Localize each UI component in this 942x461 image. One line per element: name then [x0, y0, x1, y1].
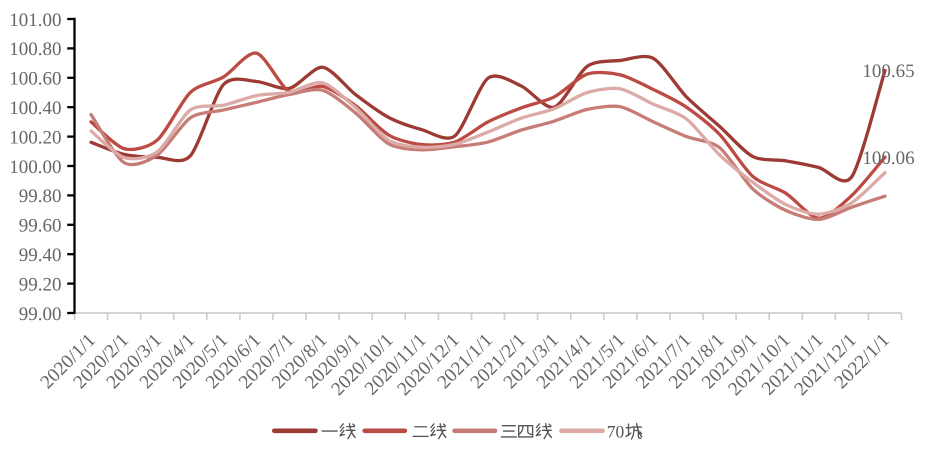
svg-text:99.80: 99.80: [19, 186, 62, 207]
svg-text:100.80: 100.80: [9, 39, 61, 60]
svg-text:100.60: 100.60: [9, 69, 61, 90]
svg-text:100.20: 100.20: [9, 127, 61, 148]
svg-text:99.00: 99.00: [19, 304, 62, 325]
svg-text:100.00: 100.00: [9, 157, 61, 178]
svg-text:99.60: 99.60: [19, 216, 62, 237]
svg-text:100.65: 100.65: [862, 61, 914, 82]
svg-text:100.06: 100.06: [862, 148, 914, 169]
svg-text:99.40: 99.40: [19, 245, 62, 266]
svg-text:100.40: 100.40: [9, 98, 61, 119]
svg-text:99.20: 99.20: [19, 274, 62, 295]
svg-text:70: 70: [607, 421, 625, 441]
svg-text:101.00: 101.00: [9, 10, 61, 31]
